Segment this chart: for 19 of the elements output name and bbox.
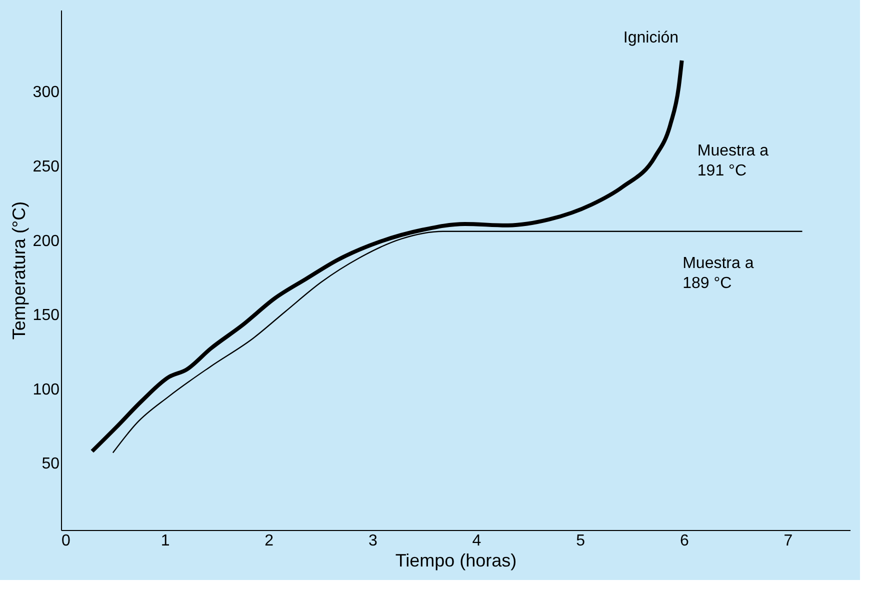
y-tick-label: 250 [32, 158, 60, 176]
y-tick-label: 100 [32, 381, 60, 398]
y-axis-title: Temperatura (°C) [8, 201, 29, 340]
annotation: Ignición [623, 30, 679, 47]
x-tick-label: 5 [576, 532, 586, 550]
annotation: Muestra a 191 °C [697, 142, 769, 180]
x-tick-label: 0 [62, 532, 70, 550]
y-tick-label: 200 [32, 232, 60, 250]
y-tick-label: 150 [32, 307, 60, 324]
x-tick-label: 3 [368, 532, 378, 550]
y-tick-label: 50 [42, 456, 60, 473]
y-tick-label: 300 [32, 84, 60, 102]
x-axis-title: Tiempo (horas) [395, 550, 517, 570]
x-tick-label: 4 [472, 532, 482, 550]
x-tick-label: 2 [264, 532, 274, 550]
x-tick-label: 7 [784, 532, 793, 550]
x-tick-label: 6 [680, 532, 689, 550]
x-tick-label: 1 [160, 532, 170, 550]
annotation: Muestra a 189 °C [682, 255, 754, 292]
